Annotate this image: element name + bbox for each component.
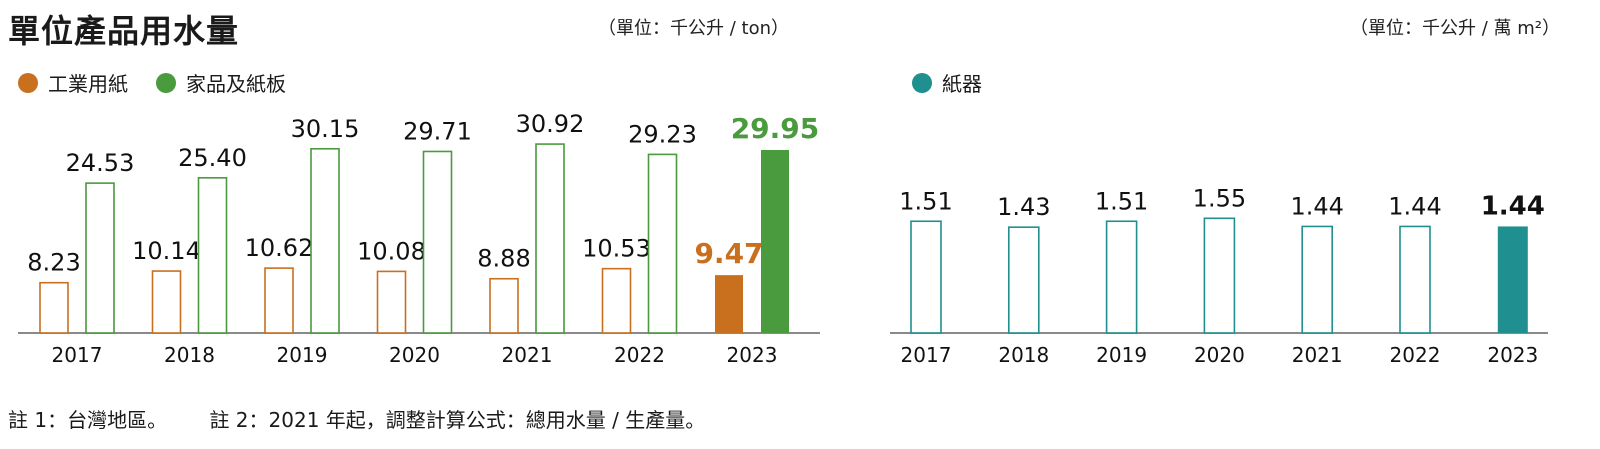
legend-label-household: 家品及紙板 bbox=[186, 72, 286, 96]
right-x-tick-label-2019: 2019 bbox=[1096, 343, 1147, 367]
left-unit-label: （單位：千公升 / ton） bbox=[598, 18, 789, 39]
data-label-paperware-2021: 1.44 bbox=[1290, 192, 1343, 220]
bar-paperware-2021 bbox=[1301, 225, 1333, 334]
data-label-industrial-2020: 10.08 bbox=[357, 237, 426, 265]
bar-industrial-2018 bbox=[151, 270, 182, 334]
bar-household-2021 bbox=[535, 143, 565, 334]
data-label-household-2020: 29.71 bbox=[403, 117, 472, 145]
household-color-dot bbox=[156, 72, 176, 93]
data-label-industrial-2019: 10.62 bbox=[245, 234, 314, 262]
right-x-tick-label-2023: 2023 bbox=[1487, 343, 1538, 367]
data-label-household-2023: 29.95 bbox=[731, 112, 820, 145]
bar-paperware-2020 bbox=[1203, 217, 1236, 334]
bar-industrial-2017 bbox=[39, 281, 69, 334]
bar-paperware-2023 bbox=[1497, 226, 1528, 333]
x-tick-label-2022: 2022 bbox=[614, 343, 665, 367]
right-unit-label: （單位：千公升 / 萬 m²） bbox=[1350, 18, 1560, 39]
legend-label-paperware: 紙器 bbox=[942, 72, 982, 96]
right-x-tick-label-2022: 2022 bbox=[1390, 343, 1441, 367]
data-label-household-2018: 25.40 bbox=[178, 144, 247, 172]
bar-household-2022 bbox=[647, 153, 678, 334]
right-legend: 紙器 bbox=[912, 68, 1010, 97]
left-legend: 工業用紙 家品及紙板 bbox=[18, 68, 314, 97]
bar-household-2020 bbox=[422, 150, 453, 334]
right-x-tick-label-2020: 2020 bbox=[1194, 343, 1245, 367]
bar-industrial-2019 bbox=[264, 267, 294, 334]
bar-industrial-2020 bbox=[376, 270, 407, 334]
bar-household-2023 bbox=[761, 150, 789, 333]
footnote-1: 註 1：台灣地區。 bbox=[8, 408, 168, 432]
data-label-household-2022: 29.23 bbox=[628, 120, 697, 148]
bar-industrial-2022 bbox=[601, 267, 632, 334]
right-x-tick-label-2017: 2017 bbox=[901, 343, 952, 367]
paperware-color-dot bbox=[912, 72, 932, 93]
footnote-2: 註 2：2021 年起，調整計算公式：總用水量 / 生產量。 bbox=[209, 408, 706, 432]
footnotes: 註 1：台灣地區。 註 2：2021 年起，調整計算公式：總用水量 / 生產量。 bbox=[8, 404, 741, 433]
bar-household-2018 bbox=[197, 177, 228, 334]
bar-household-2017 bbox=[85, 182, 115, 334]
industrial-color-dot bbox=[18, 72, 38, 93]
legend-label-industrial: 工業用紙 bbox=[48, 72, 128, 96]
bar-paperware-2018 bbox=[1007, 226, 1040, 334]
data-label-paperware-2019: 1.51 bbox=[1095, 187, 1148, 215]
page-title: 單位產品用水量 bbox=[8, 12, 240, 50]
data-label-household-2019: 30.15 bbox=[291, 115, 360, 143]
data-label-industrial-2018: 10.14 bbox=[132, 237, 201, 265]
data-label-paperware-2020: 1.55 bbox=[1193, 184, 1246, 212]
data-label-household-2021: 30.92 bbox=[516, 110, 585, 138]
bar-household-2019 bbox=[310, 147, 340, 334]
data-label-household-2017: 24.53 bbox=[66, 149, 135, 177]
x-tick-label-2020: 2020 bbox=[389, 343, 440, 367]
bar-industrial-2023 bbox=[715, 275, 743, 333]
right-x-tick-label-2021: 2021 bbox=[1292, 343, 1343, 367]
legend-item-household: 家品及紙板 bbox=[156, 68, 286, 97]
data-label-industrial-2021: 8.88 bbox=[477, 245, 530, 273]
bar-paperware-2017 bbox=[910, 220, 942, 334]
data-label-industrial-2023: 9.47 bbox=[694, 237, 763, 270]
data-label-paperware-2018: 1.43 bbox=[997, 193, 1050, 221]
right-x-tick-label-2018: 2018 bbox=[998, 343, 1049, 367]
data-label-paperware-2022: 1.44 bbox=[1388, 192, 1441, 220]
x-tick-label-2023: 2023 bbox=[727, 343, 778, 367]
bar-industrial-2021 bbox=[489, 277, 519, 334]
x-tick-label-2019: 2019 bbox=[277, 343, 328, 367]
x-tick-label-2018: 2018 bbox=[164, 343, 215, 367]
x-tick-label-2021: 2021 bbox=[502, 343, 553, 367]
bar-paperware-2022 bbox=[1399, 225, 1431, 334]
data-label-industrial-2017: 8.23 bbox=[27, 249, 80, 277]
data-label-paperware-2017: 1.51 bbox=[899, 187, 952, 215]
legend-item-paperware: 紙器 bbox=[912, 68, 982, 97]
x-tick-label-2017: 2017 bbox=[52, 343, 103, 367]
legend-item-industrial: 工業用紙 bbox=[18, 68, 128, 97]
data-label-paperware-2023: 1.44 bbox=[1481, 191, 1545, 221]
data-label-industrial-2022: 10.53 bbox=[582, 235, 651, 263]
bar-paperware-2019 bbox=[1105, 220, 1138, 334]
